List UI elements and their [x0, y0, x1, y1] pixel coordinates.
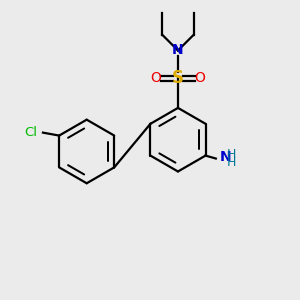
Text: H: H: [227, 148, 236, 160]
Text: N: N: [172, 44, 184, 58]
Text: N: N: [219, 150, 231, 164]
Text: S: S: [172, 69, 184, 87]
Text: H: H: [227, 157, 236, 169]
Text: Cl: Cl: [24, 126, 37, 139]
Text: O: O: [195, 71, 206, 85]
Text: O: O: [151, 71, 161, 85]
